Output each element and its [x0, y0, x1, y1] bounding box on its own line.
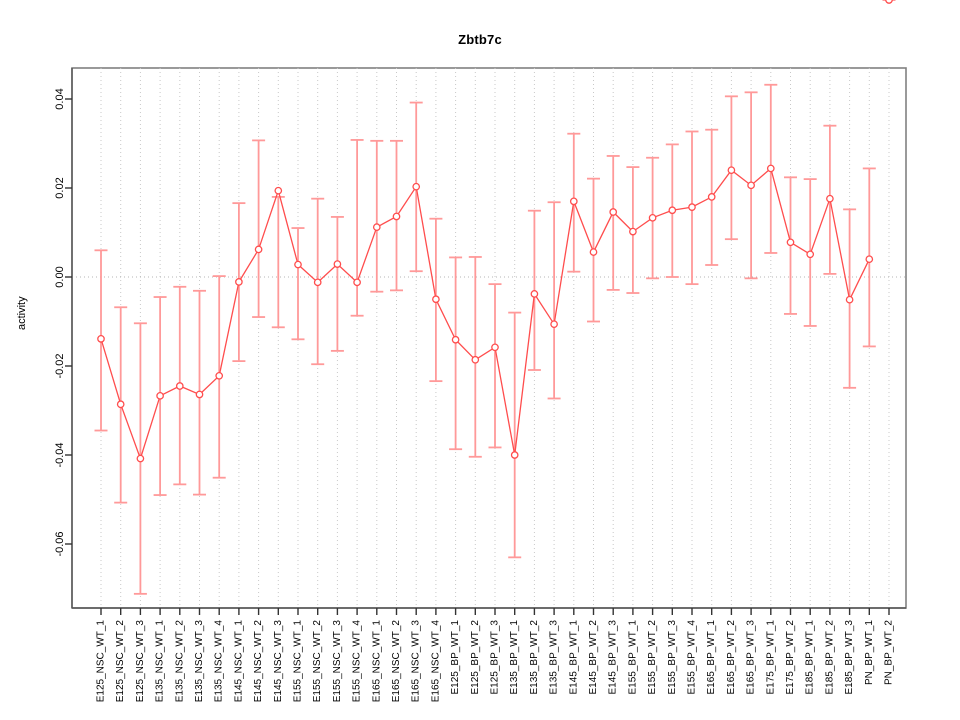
x-tick-label: E135_BP_WT_2 [529, 620, 540, 695]
data-point-markers [97, 0, 893, 463]
activity-series-line [100, 167, 870, 461]
y-tick-label: 0.04 [54, 88, 66, 109]
x-tick-label: E125_BP_WT_1 [450, 620, 461, 695]
y-tick-label: -0.02 [54, 353, 66, 378]
x-tick-label: E155_NSC_WT_2 [312, 620, 323, 703]
x-tick-label: E155_BP_WT_2 [647, 620, 658, 695]
data-point [766, 164, 775, 173]
data-point [609, 208, 618, 216]
x-tick-label: E185_BP_WT_2 [824, 620, 835, 695]
data-point [97, 335, 105, 343]
data-point [372, 223, 381, 232]
x-tick-label: E185_BP_WT_3 [844, 620, 855, 695]
x-tick-label: E155_NSC_WT_4 [352, 620, 363, 703]
x-tick-label: E135_BP_WT_1 [509, 620, 520, 695]
data-point [412, 182, 421, 191]
x-tick-label: PN_BP_WT_2 [884, 620, 895, 685]
data-point [569, 197, 578, 206]
y-tick-label: 0.00 [54, 266, 66, 287]
data-point [629, 227, 637, 236]
data-point [491, 343, 499, 352]
x-tick-label: E135_NSC_WT_3 [194, 620, 205, 703]
y-tick-label: -0.04 [54, 442, 66, 467]
x-tick-label: E155_BP_WT_3 [667, 620, 678, 695]
x-tick-label: E165_NSC_WT_4 [430, 620, 441, 703]
x-tick-label: E165_NSC_WT_1 [371, 620, 382, 703]
x-tick-label: E145_BP_WT_3 [608, 620, 619, 695]
x-axis: E125_NSC_WT_1 E125_NSC_WT_2 E125_NSC_WT_3 E… [72, 607, 906, 703]
x-tick-label: E145_NSC_WT_1 [233, 620, 244, 703]
data-point [313, 278, 322, 287]
data-point [550, 320, 558, 329]
plot-border [71, 67, 907, 609]
x-tick-label: E165_BP_WT_1 [706, 620, 717, 695]
x-tick-label: E135_NSC_WT_4 [214, 620, 225, 703]
data-point [175, 382, 184, 390]
data-point [530, 290, 539, 298]
x-tick-label: E175_BP_WT_2 [785, 620, 796, 695]
data-point [727, 166, 736, 175]
x-tick-label: PN_BP_WT_1 [864, 620, 875, 685]
data-point [235, 278, 243, 286]
data-point [648, 213, 657, 222]
x-tick-label: E155_BP_WT_1 [627, 620, 638, 695]
x-tick-label: E125_NSC_WT_3 [135, 620, 146, 703]
data-point [156, 391, 164, 400]
x-tick-label: E135_NSC_WT_1 [155, 620, 166, 703]
x-tick-label: E155_NSC_WT_3 [332, 620, 343, 703]
data-point [826, 194, 834, 203]
data-point [215, 371, 224, 380]
data-point [392, 212, 401, 221]
x-tick-label: E125_BP_WT_3 [490, 620, 501, 695]
x-tick-label: E165_BP_WT_3 [746, 620, 757, 695]
data-point [707, 193, 716, 201]
x-tick-label: E125_NSC_WT_1 [96, 620, 107, 703]
x-tick-label: E185_BP_WT_1 [805, 620, 816, 695]
y-tick-label: 0.02 [54, 177, 66, 198]
y-tick-label: -0.06 [54, 531, 66, 556]
data-point [333, 260, 342, 268]
data-point [786, 238, 795, 247]
data-point [668, 206, 677, 215]
data-point [510, 451, 519, 459]
data-point [116, 400, 125, 409]
data-point [885, 0, 893, 4]
y-axis: 0.04 0.02 0.00 -0.02 -0.04 -0.06 [54, 68, 73, 608]
x-tick-label: E155_NSC_WT_1 [293, 620, 304, 703]
data-point [845, 295, 854, 304]
x-tick-label: E145_BP_WT_2 [588, 620, 599, 695]
data-point [865, 255, 874, 264]
x-tick-label: E125_NSC_WT_2 [115, 620, 126, 703]
x-tick-label: E165_NSC_WT_3 [411, 620, 422, 703]
x-tick-label: E145_BP_WT_1 [568, 620, 579, 695]
x-tick-label: E145_NSC_WT_3 [273, 620, 284, 703]
x-tick-label: E165_NSC_WT_2 [391, 620, 402, 703]
data-point [353, 278, 361, 287]
x-tick-label: E145_NSC_WT_2 [253, 620, 264, 703]
data-point [589, 248, 598, 256]
x-tick-label: E125_BP_WT_2 [470, 620, 481, 695]
x-tick-label: E175_BP_WT_1 [765, 620, 776, 695]
data-point [195, 390, 204, 399]
x-tick-label: E135_BP_WT_3 [549, 620, 560, 695]
data-point [471, 355, 480, 364]
x-tick-label: E135_NSC_WT_2 [174, 620, 185, 703]
x-tick-label: E165_BP_WT_2 [726, 620, 737, 695]
data-point [451, 335, 460, 344]
data-point [294, 260, 302, 269]
chart-title: Zbtb7c [458, 32, 502, 47]
data-point [136, 454, 145, 463]
data-point [688, 203, 696, 211]
data-point [254, 245, 263, 254]
data-point [747, 181, 755, 190]
data-point [432, 295, 440, 304]
x-tick-label: E155_BP_WT_4 [687, 620, 698, 695]
data-point [806, 250, 815, 259]
data-point [274, 186, 283, 195]
